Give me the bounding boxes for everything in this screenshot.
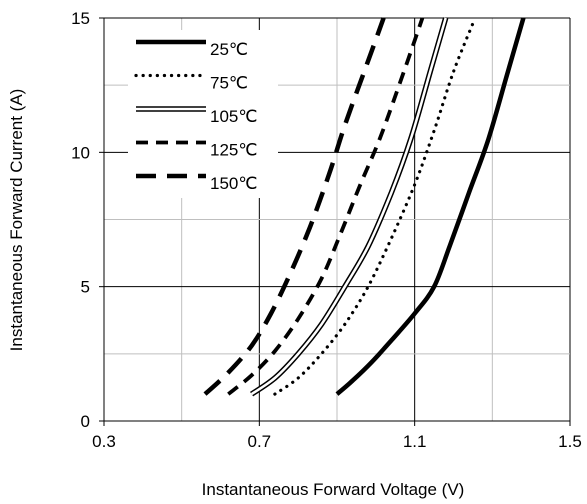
- x-tick-label: 0.3: [92, 432, 116, 451]
- axes: 0.3 0.7 1.1 1.5 0 5 10 15: [71, 9, 582, 451]
- x-tick-label: 1.5: [558, 432, 582, 451]
- series-lines: [203, 17, 526, 397]
- legend-item-3: 125℃: [136, 141, 257, 160]
- legend-item-4: 150℃: [136, 173, 257, 193]
- legend-label: 105℃: [210, 107, 257, 126]
- series-path: [273, 21, 475, 396]
- series-line-0: [335, 17, 526, 396]
- x-tick-label: 0.7: [248, 432, 272, 451]
- legend-item-1: 75℃: [134, 74, 248, 93]
- y-tick-label: 0: [81, 412, 90, 431]
- series-line-1: [273, 21, 475, 396]
- y-tick-label: 15: [71, 9, 90, 28]
- series-line-4: [203, 17, 386, 396]
- y-tick-label: 5: [81, 278, 90, 297]
- y-axis-title: Instantaneous Forward Current (A): [7, 89, 26, 352]
- legend-item-2: 105℃: [136, 106, 257, 126]
- series-line-3: [227, 17, 425, 396]
- legend: [128, 30, 278, 198]
- legend-label: 25℃: [210, 40, 248, 59]
- x-tick-label: 1.1: [403, 432, 427, 451]
- series-line-2: [250, 17, 449, 397]
- legend-items: 25℃ 75℃ 105℃ 125℃ 150℃: [134, 39, 257, 193]
- series-path: [227, 17, 425, 396]
- legend-item-0: 25℃: [136, 39, 248, 59]
- series-path: [203, 17, 386, 396]
- legend-label: 150℃: [210, 174, 257, 193]
- x-axis-title: Instantaneous Forward Voltage (V): [202, 480, 465, 499]
- legend-label: 75℃: [210, 74, 248, 93]
- series-path: [250, 17, 447, 396]
- legend-label: 125℃: [210, 141, 257, 160]
- series-path: [335, 17, 526, 396]
- y-tick-label: 10: [71, 143, 90, 162]
